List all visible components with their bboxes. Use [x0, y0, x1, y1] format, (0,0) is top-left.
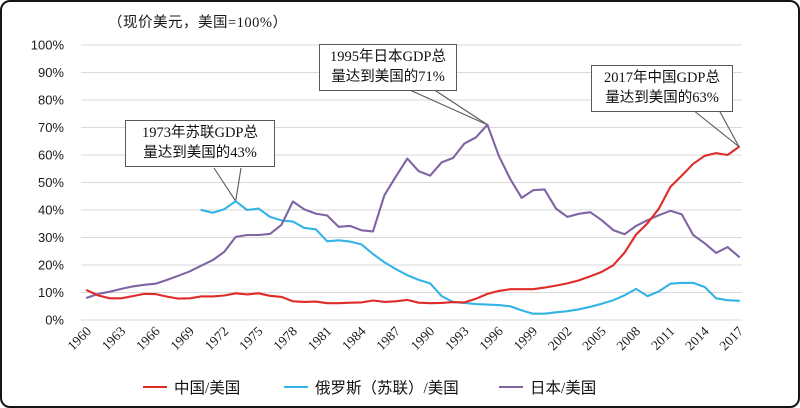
y-axis-label: 30% [38, 230, 64, 245]
x-axis-label: 2008 [613, 323, 643, 353]
x-axis-label: 1975 [236, 323, 266, 353]
x-axis-label: 1969 [167, 323, 197, 353]
x-axis-label: 2014 [682, 323, 712, 353]
callout-pointer-line [213, 167, 237, 202]
callout-pointer-line [402, 86, 488, 126]
x-axis-label: 1993 [442, 323, 472, 353]
y-axis-label: 100% [31, 38, 65, 53]
x-axis-label: 1972 [202, 324, 232, 354]
x-axis-label: 1960 [64, 323, 94, 353]
callout-line: 2017年中国GDP总 [603, 70, 720, 86]
y-axis-label: 50% [38, 175, 64, 190]
callout-line: 1973年苏联GDP总 [141, 125, 258, 141]
x-axis-label: 2017 [716, 323, 746, 353]
legend-label: 中国/美国 [174, 380, 241, 397]
y-axis-label: 10% [38, 285, 64, 300]
callout-1995-japan: 1995年日本GDP总 量达到美国的71% [319, 44, 457, 91]
callout-line: 量达到美国的43% [143, 145, 257, 162]
x-axis-label: 1996 [476, 323, 506, 353]
legend-item-russia: 俄罗斯（苏联）/美国 [284, 376, 459, 398]
legend-item-china: 中国/美国 [143, 376, 240, 398]
x-axis-label: 2002 [545, 324, 575, 354]
series-line-2 [85, 145, 741, 305]
callout-2017-china: 2017年中国GDP总 量达到美国的63% [591, 65, 733, 112]
x-axis-label: 2005 [579, 323, 609, 353]
callout-pointer-line [235, 167, 242, 202]
y-axis-label: 0% [45, 313, 64, 328]
russia-line-swatch [284, 385, 308, 389]
x-axis-label: 1984 [339, 323, 369, 353]
x-axis-label: 1987 [373, 323, 403, 353]
legend-item-japan: 日本/美国 [499, 376, 596, 398]
y-axis-label: 70% [38, 120, 64, 135]
legend: 中国/美国 俄罗斯（苏联）/美国 日本/美国 [2, 373, 798, 403]
y-axis-label: 80% [38, 93, 64, 108]
legend-label: 日本/美国 [530, 380, 597, 397]
callout-line: 1995年日本GDP总 [329, 49, 446, 65]
chart-title: （现价美元，美国=100%） [108, 15, 288, 31]
y-axis-label: 60% [38, 148, 64, 163]
china-line-swatch [143, 385, 167, 389]
japan-line-swatch [499, 385, 523, 389]
callout-pointer-line [692, 109, 740, 148]
callout-pointer-line [718, 109, 740, 148]
legend-label: 俄罗斯（苏联）/美国 [315, 380, 459, 397]
callout-line: 量达到美国的71% [331, 69, 445, 86]
x-axis-label: 1963 [99, 323, 129, 353]
x-axis-label: 1999 [511, 323, 541, 353]
x-axis-label: 2011 [648, 324, 677, 353]
callout-pointer-line [429, 86, 488, 126]
y-axis-label: 40% [38, 203, 64, 218]
x-axis-label: 1978 [270, 323, 300, 353]
x-axis-label: 1966 [133, 323, 163, 353]
x-axis-label: 1990 [408, 323, 438, 353]
callout-line: 量达到美国的63% [605, 90, 719, 107]
series-line-1 [85, 123, 741, 299]
x-axis-label: 1981 [305, 324, 335, 354]
callout-1973-soviet: 1973年苏联GDP总 量达到美国的43% [125, 120, 275, 167]
series-line-0 [200, 200, 741, 315]
y-axis-label: 20% [38, 258, 64, 273]
y-axis-label: 90% [38, 65, 64, 80]
